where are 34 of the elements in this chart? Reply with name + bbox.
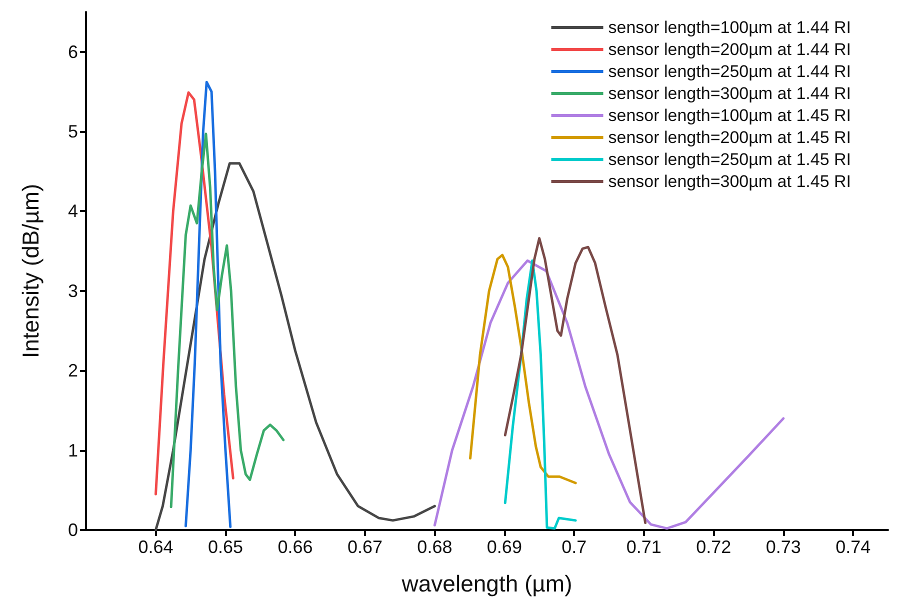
line-series bbox=[433, 259, 785, 530]
legend-label: sensor length=100µm at 1.44 RI bbox=[608, 18, 851, 37]
legend-label: sensor length=300µm at 1.45 RI bbox=[608, 172, 851, 191]
x-tick-label: 0.68 bbox=[417, 537, 452, 557]
y-tick-label: 0 bbox=[68, 520, 78, 540]
legend-label: sensor length=100µm at 1.45 RI bbox=[608, 106, 851, 125]
x-tick-label: 0.72 bbox=[696, 537, 732, 557]
line-series bbox=[469, 254, 577, 484]
x-tick-label: 0.73 bbox=[766, 537, 801, 557]
x-tick-label: 0.69 bbox=[486, 537, 522, 557]
line-series bbox=[504, 237, 647, 524]
x-tick-label: 0.66 bbox=[278, 537, 313, 557]
legend-label: sensor length=300µm at 1.44 RI bbox=[608, 84, 851, 103]
x-tick-label: 0.64 bbox=[138, 537, 174, 557]
line-series bbox=[154, 162, 436, 532]
y-tick-label: 1 bbox=[68, 440, 78, 460]
x-tick-label: 0.65 bbox=[208, 537, 243, 557]
x-tick-label: 0.74 bbox=[836, 537, 871, 557]
legend-label: sensor length=250µm at 1.44 RI bbox=[608, 62, 851, 81]
y-tick-label: 6 bbox=[68, 42, 78, 62]
legend-label: sensor length=200µm at 1.45 RI bbox=[608, 128, 851, 147]
line-series bbox=[170, 132, 285, 508]
y-tick-label: 3 bbox=[68, 280, 78, 301]
y-tick-label: 5 bbox=[68, 122, 78, 142]
y-tick-label: 4 bbox=[68, 201, 78, 222]
x-tick-label: 0.71 bbox=[626, 537, 662, 557]
legend-label: sensor length=200µm at 1.44 RI bbox=[608, 40, 851, 59]
y-axis-title: Intensity (dB/µm) bbox=[18, 184, 44, 358]
x-axis-title: wavelength (µm) bbox=[400, 570, 572, 596]
x-tick-label: 0.67 bbox=[347, 537, 382, 557]
legend-label: sensor length=250µm at 1.45 RI bbox=[608, 150, 851, 169]
y-tick-label: 2 bbox=[68, 360, 78, 381]
x-tick-label: 0.7 bbox=[562, 537, 587, 557]
line-series bbox=[184, 80, 232, 528]
